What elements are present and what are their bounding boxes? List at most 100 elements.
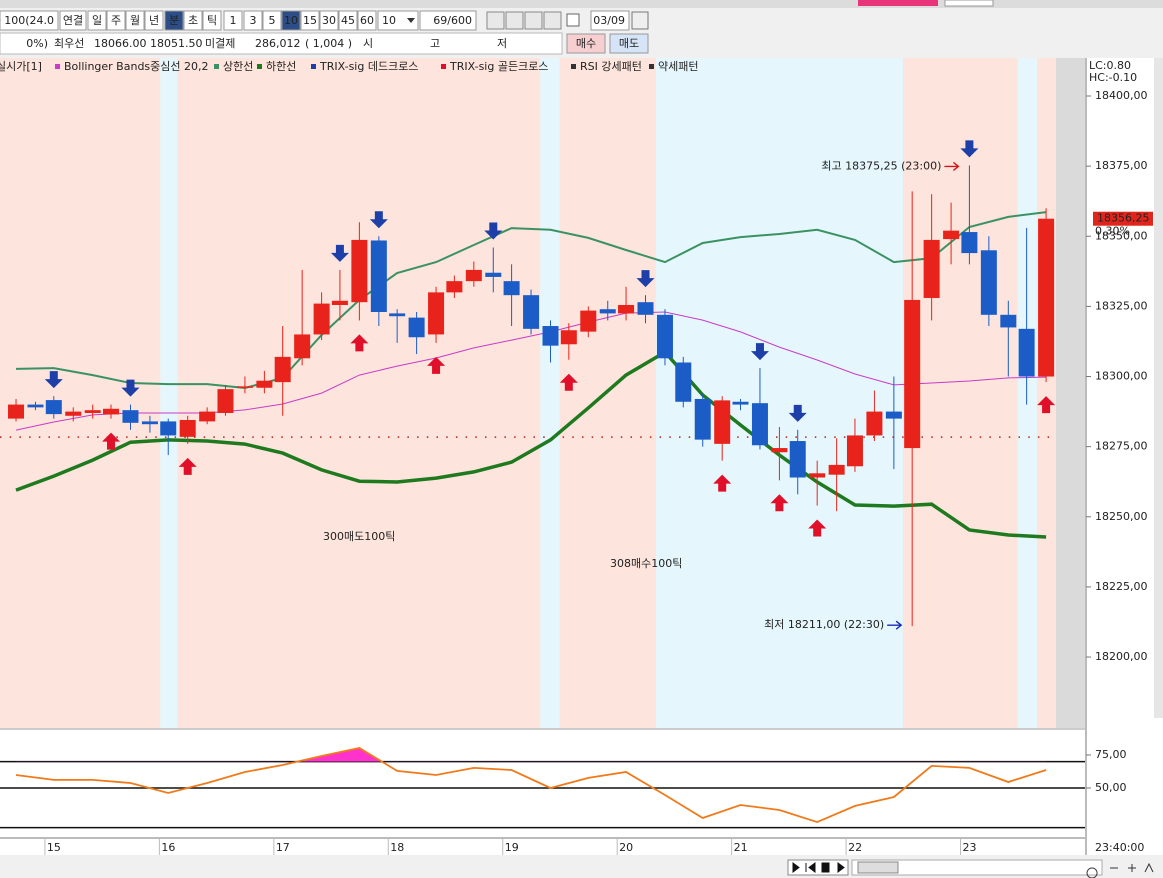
toolbar-button[interactable]	[183, 10, 203, 31]
order-button[interactable]	[566, 33, 606, 54]
candle-body	[236, 386, 253, 388]
toolbar-button[interactable]	[106, 10, 126, 31]
quote-field: 18066.00	[94, 37, 147, 50]
toolbar-label[interactable]: 60	[360, 14, 374, 27]
y-tick-label: 75,00	[1095, 748, 1127, 761]
toolbar-label[interactable]: 69/600	[433, 14, 472, 27]
y-tick-label: 18275,00	[1095, 440, 1148, 453]
toolbar-label[interactable]: 5	[269, 14, 276, 27]
toolbar-label[interactable]: 월	[130, 14, 140, 27]
toolbar-label[interactable]: 연결	[63, 14, 83, 27]
candle-body	[446, 281, 463, 293]
signal-arrow	[484, 222, 503, 240]
calendar-icon[interactable]	[631, 11, 649, 30]
candle-body	[675, 362, 692, 402]
legend-label: RSI 강세패턴	[580, 60, 642, 73]
quote-box	[0, 32, 563, 55]
toolbar-button[interactable]	[262, 10, 282, 31]
toolbar-button[interactable]	[202, 10, 222, 31]
toolbar-label[interactable]: 45	[341, 14, 355, 27]
toolbar-label[interactable]: 1	[230, 14, 237, 27]
toolbar-button[interactable]	[338, 10, 358, 31]
toolbar-label[interactable]: 30	[322, 14, 336, 27]
signal-arrow	[350, 334, 369, 352]
candle-body	[103, 408, 120, 415]
top-box[interactable]	[944, 0, 994, 7]
candle-body	[503, 281, 520, 296]
tool-icon[interactable]	[505, 11, 524, 30]
toolbar-label[interactable]: Q 100(24.0	[0, 14, 54, 27]
nav-icons[interactable]	[792, 862, 845, 873]
toolbar-button[interactable]	[144, 10, 164, 31]
scroll-thumb[interactable]	[857, 861, 899, 874]
toolbar-label[interactable]: 10	[284, 14, 298, 27]
signal-arrow	[770, 494, 789, 512]
scrollbar[interactable]	[1154, 58, 1163, 718]
toolbar-button[interactable]	[223, 10, 243, 31]
toolbar-button[interactable]	[87, 10, 107, 31]
tool-icon[interactable]	[486, 11, 505, 30]
candle-body	[370, 240, 387, 313]
last-price-box	[1093, 211, 1153, 226]
y-tick-label: 18225,00	[1095, 580, 1148, 593]
toolbar-button[interactable]	[319, 10, 339, 31]
legend-label: 상한선	[223, 60, 253, 73]
toolbar-button[interactable]	[300, 10, 320, 31]
toolbar-button[interactable]	[125, 10, 145, 31]
toolbar-label[interactable]: 03/09	[593, 14, 625, 27]
candle-body	[751, 403, 768, 446]
toolbar-button[interactable]	[357, 10, 377, 31]
legend-swatch	[214, 64, 219, 69]
candle-body	[618, 304, 635, 314]
tool-icon[interactable]	[543, 11, 562, 30]
y-tick-label: 18375,00	[1095, 159, 1148, 172]
candle-body	[656, 314, 673, 359]
legend-label: 약세패턴	[658, 59, 698, 73]
toolbar-button[interactable]	[243, 10, 263, 31]
toolbar-button[interactable]	[377, 10, 419, 31]
future-area	[1056, 58, 1085, 728]
toolbar-label[interactable]: 10	[382, 14, 396, 27]
toolbar-label[interactable]: 초	[188, 14, 198, 27]
tool-icon[interactable]	[524, 11, 543, 30]
order-button-label[interactable]: 매도	[619, 37, 639, 50]
order-button-label[interactable]: 매수	[576, 37, 596, 50]
legend-label: TRIX-sig 데드크로스	[319, 60, 418, 73]
nav-buttons[interactable]	[787, 859, 849, 876]
toolbar-button[interactable]	[419, 10, 477, 31]
toolbar-label[interactable]: 3	[250, 14, 257, 27]
toolbar-button[interactable]	[281, 10, 301, 31]
toolbar-label[interactable]: 주	[111, 14, 121, 27]
rsi-line	[15, 747, 1047, 824]
top-button[interactable]	[858, 0, 938, 6]
quote-field: 18051.50	[150, 37, 203, 50]
candle-body	[45, 400, 62, 415]
toolbar-button[interactable]	[590, 10, 630, 31]
signal-arrow	[713, 474, 732, 492]
quote-field: 286,012	[255, 37, 301, 50]
scroll-controls[interactable]	[787, 859, 1154, 878]
hc-label: HC:-0.10	[1089, 71, 1137, 84]
toolbar-label[interactable]: 분	[169, 14, 179, 27]
order-button[interactable]	[609, 33, 649, 54]
x-tick-label: 19	[505, 841, 519, 854]
y-tick-label: 18400,00	[1095, 89, 1148, 102]
high-pointer	[944, 161, 960, 171]
quote-field: 최우선	[54, 37, 84, 50]
y-tick-label: 18250,00	[1095, 510, 1148, 523]
signal-arrow	[427, 356, 446, 374]
toolbar-button[interactable]	[59, 10, 87, 31]
candle-body	[714, 400, 731, 444]
toolbar-label[interactable]: 일	[92, 13, 102, 27]
toolbar-label[interactable]: 틱	[207, 14, 217, 27]
overbought-fill	[297, 748, 382, 762]
toolbar-button[interactable]	[0, 10, 59, 31]
toolbar-button[interactable]	[164, 10, 184, 31]
checkbox[interactable]	[566, 13, 580, 27]
toolbar-label[interactable]: 년	[149, 14, 159, 27]
toolbar-label[interactable]: 15	[303, 14, 317, 27]
candle-body	[732, 401, 749, 405]
scroll-track[interactable]	[851, 859, 1103, 876]
quote-field: 저	[497, 37, 507, 50]
